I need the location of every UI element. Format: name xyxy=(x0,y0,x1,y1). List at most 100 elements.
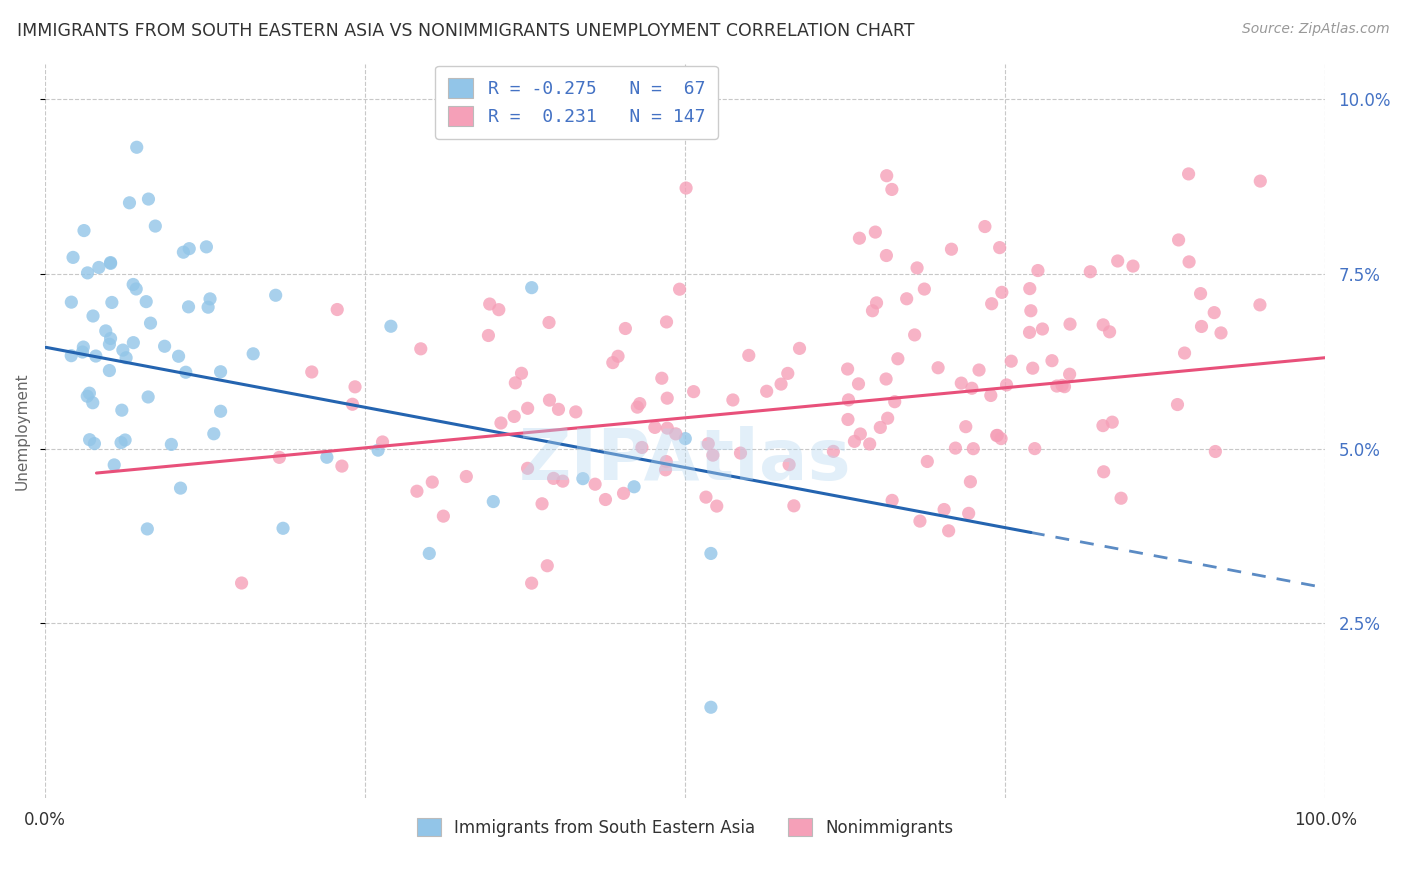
Point xyxy=(755,384,778,399)
Point xyxy=(770,377,793,392)
Point xyxy=(602,356,624,370)
Point xyxy=(169,481,191,495)
Point xyxy=(371,434,394,449)
Point xyxy=(980,388,1002,402)
Point xyxy=(1022,361,1045,376)
Point xyxy=(195,240,218,254)
Point xyxy=(264,288,287,302)
Point xyxy=(950,376,973,391)
Point xyxy=(995,378,1018,392)
Point xyxy=(865,296,887,310)
Point xyxy=(83,436,105,450)
Point xyxy=(1078,265,1101,279)
Point xyxy=(1249,174,1271,188)
Point xyxy=(209,404,232,418)
Point xyxy=(79,433,101,447)
Point xyxy=(136,522,159,536)
Point xyxy=(551,474,574,488)
Point xyxy=(1101,415,1123,429)
Point xyxy=(516,401,538,416)
Text: IMMIGRANTS FROM SOUTH EASTERN ASIA VS NONIMMIGRANTS UNEMPLOYMENT CORRELATION CHA: IMMIGRANTS FROM SOUTH EASTERN ASIA VS NO… xyxy=(17,22,914,40)
Point xyxy=(967,363,990,377)
Point xyxy=(125,140,148,154)
Point xyxy=(505,376,527,390)
Point xyxy=(682,384,704,399)
Point xyxy=(103,458,125,472)
Point xyxy=(668,282,690,296)
Point xyxy=(623,480,645,494)
Point xyxy=(122,335,145,350)
Point xyxy=(100,255,122,269)
Point xyxy=(118,195,141,210)
Point xyxy=(98,363,121,377)
Point xyxy=(520,576,543,591)
Point xyxy=(87,260,110,275)
Point xyxy=(904,327,927,342)
Point xyxy=(986,428,1008,442)
Point xyxy=(1018,326,1040,340)
Point xyxy=(859,437,882,451)
Point xyxy=(823,444,845,458)
Point xyxy=(1166,398,1188,412)
Point xyxy=(100,331,122,345)
Point xyxy=(242,347,264,361)
Point xyxy=(941,242,963,256)
Point xyxy=(82,396,104,410)
Point xyxy=(702,448,724,462)
Point xyxy=(82,309,104,323)
Point xyxy=(875,248,897,262)
Point xyxy=(136,390,159,404)
Point xyxy=(1098,325,1121,339)
Point xyxy=(315,450,337,465)
Point xyxy=(114,433,136,447)
Point xyxy=(1046,379,1069,393)
Text: Source: ZipAtlas.com: Source: ZipAtlas.com xyxy=(1241,22,1389,37)
Point xyxy=(882,493,904,508)
Point xyxy=(520,280,543,294)
Point xyxy=(1059,368,1081,382)
Point xyxy=(367,443,389,458)
Point xyxy=(62,251,84,265)
Point xyxy=(673,432,696,446)
Point xyxy=(125,282,148,296)
Point xyxy=(917,454,939,468)
Point xyxy=(883,394,905,409)
Point xyxy=(875,372,897,386)
Point xyxy=(986,428,1008,442)
Point xyxy=(628,396,651,410)
Point xyxy=(837,392,859,407)
Point xyxy=(167,349,190,363)
Point xyxy=(738,348,761,362)
Point xyxy=(1026,263,1049,277)
Point xyxy=(583,477,606,491)
Point xyxy=(876,169,898,183)
Point xyxy=(432,509,454,524)
Point xyxy=(271,521,294,535)
Point xyxy=(60,349,83,363)
Point xyxy=(862,303,884,318)
Point xyxy=(848,376,870,391)
Point xyxy=(960,381,983,395)
Point xyxy=(1018,282,1040,296)
Point xyxy=(160,437,183,451)
Legend: Immigrants from South Eastern Asia, Nonimmigrants: Immigrants from South Eastern Asia, Noni… xyxy=(409,810,962,845)
Point xyxy=(143,219,166,233)
Point xyxy=(721,392,744,407)
Point xyxy=(572,472,595,486)
Point xyxy=(482,494,505,508)
Point xyxy=(706,499,728,513)
Point xyxy=(595,492,617,507)
Point xyxy=(626,400,648,414)
Point xyxy=(488,302,510,317)
Point xyxy=(957,507,980,521)
Point xyxy=(1019,303,1042,318)
Point xyxy=(1024,442,1046,456)
Point xyxy=(1050,378,1073,392)
Point xyxy=(1053,379,1076,393)
Point xyxy=(657,391,679,405)
Point xyxy=(1249,298,1271,312)
Point xyxy=(547,402,569,417)
Point xyxy=(614,321,637,335)
Point xyxy=(654,463,676,477)
Point xyxy=(330,459,353,474)
